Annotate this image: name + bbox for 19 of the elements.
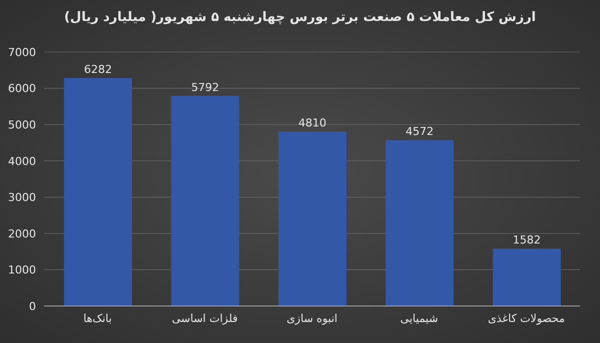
y-tick-label: 3000	[8, 191, 36, 204]
chart-title: ارزش کل معاملات ۵ صنعت برتر بورس چهارشنبه ۵ شهریور( میلیارد ریال)	[63, 10, 537, 25]
data-label: 4572	[406, 125, 434, 138]
y-tick-label: 5000	[8, 118, 36, 132]
y-tick-label: 6000	[8, 82, 36, 96]
data-label: 4810	[298, 116, 326, 130]
data-label: 1582	[512, 234, 541, 247]
data-label: 5792	[191, 80, 220, 94]
y-tick-label: 2000	[8, 227, 36, 240]
x-tick-label: انبوه سازی	[286, 312, 338, 325]
x-tick-label: شیمیایی	[400, 312, 438, 325]
y-tick-label: 4000	[8, 154, 36, 168]
y-tick-label: 1000	[8, 264, 36, 277]
x-tick-label: محصولات کاغذی	[488, 312, 566, 325]
x-tick-label: فلزات اساسی	[172, 312, 238, 325]
y-tick-label: 7000	[8, 46, 36, 59]
y-tick-label: 0	[29, 300, 36, 313]
data-label: 6282	[84, 63, 112, 76]
x-tick-label: بانک‌ها	[83, 312, 112, 325]
